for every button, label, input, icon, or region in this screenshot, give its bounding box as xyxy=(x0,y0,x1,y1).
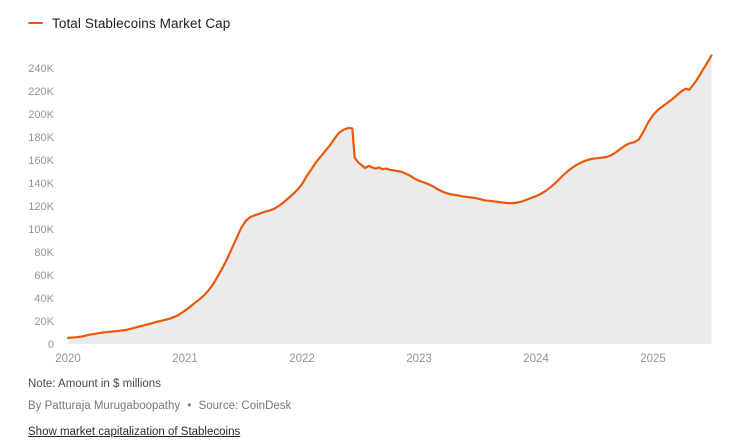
x-axis-tick-label: 2023 xyxy=(406,353,432,365)
x-axis-tick-label: 2021 xyxy=(172,353,198,365)
y-axis-tick-label: 140K xyxy=(28,178,54,190)
y-axis-tick-label: 20K xyxy=(34,316,54,328)
y-axis-tick-label: 200K xyxy=(28,109,54,121)
y-axis-tick-label: 40K xyxy=(34,293,54,305)
chart-footnotes: Note: Amount in $ millions By Patturaja … xyxy=(0,378,740,440)
y-axis-tick-label: 120K xyxy=(28,201,54,213)
chart-area-fill xyxy=(68,55,712,345)
y-axis-tick-label: 160K xyxy=(28,155,54,167)
show-market-cap-link[interactable]: Show market capitalization of Stablecoin… xyxy=(28,426,241,438)
chart-title: Total Stablecoins Market Cap xyxy=(52,15,231,31)
author: By Patturaja Murugaboopathy xyxy=(28,400,181,412)
x-axis-tick-label: 2025 xyxy=(640,353,666,365)
y-axis-tick-label: 180K xyxy=(28,132,54,144)
y-axis-tick-label: 100K xyxy=(28,224,54,236)
unit-note: Note: Amount in $ millions xyxy=(28,378,161,390)
y-axis-tick-label: 60K xyxy=(34,270,54,282)
chart-line xyxy=(66,54,713,339)
y-axis-tick-label: 0 xyxy=(48,339,54,351)
x-axis-tick-label: 2022 xyxy=(289,353,315,365)
legend: Total Stablecoins Market Cap xyxy=(0,0,740,32)
y-axis-tick-label: 240K xyxy=(28,63,54,75)
x-axis-tick-label: 2024 xyxy=(523,353,549,365)
byline: By Patturaja Murugaboopathy • Source: Co… xyxy=(28,400,740,412)
legend-line-swatch xyxy=(28,21,43,25)
source: Source: CoinDesk xyxy=(198,400,292,412)
y-axis-tick-label: 80K xyxy=(34,247,54,259)
stablecoins-market-cap-chart: 0 20K 40K 60K 80K 100K 120K 140K 160K 180K 200K 220… xyxy=(28,54,713,365)
y-axis-tick-label: 220K xyxy=(28,86,54,98)
x-axis-tick-label: 2020 xyxy=(55,353,81,365)
byline-separator: • xyxy=(187,400,192,412)
